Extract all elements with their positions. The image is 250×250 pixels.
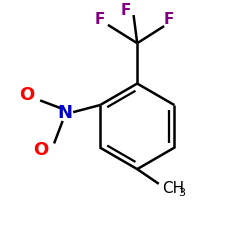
Text: O: O [33,141,48,159]
Text: F: F [94,12,104,28]
Text: F: F [163,12,174,28]
Text: CH: CH [162,181,184,196]
Text: 3: 3 [178,188,185,198]
Text: F: F [121,3,132,18]
Text: N: N [58,104,72,122]
Text: O: O [20,86,35,104]
